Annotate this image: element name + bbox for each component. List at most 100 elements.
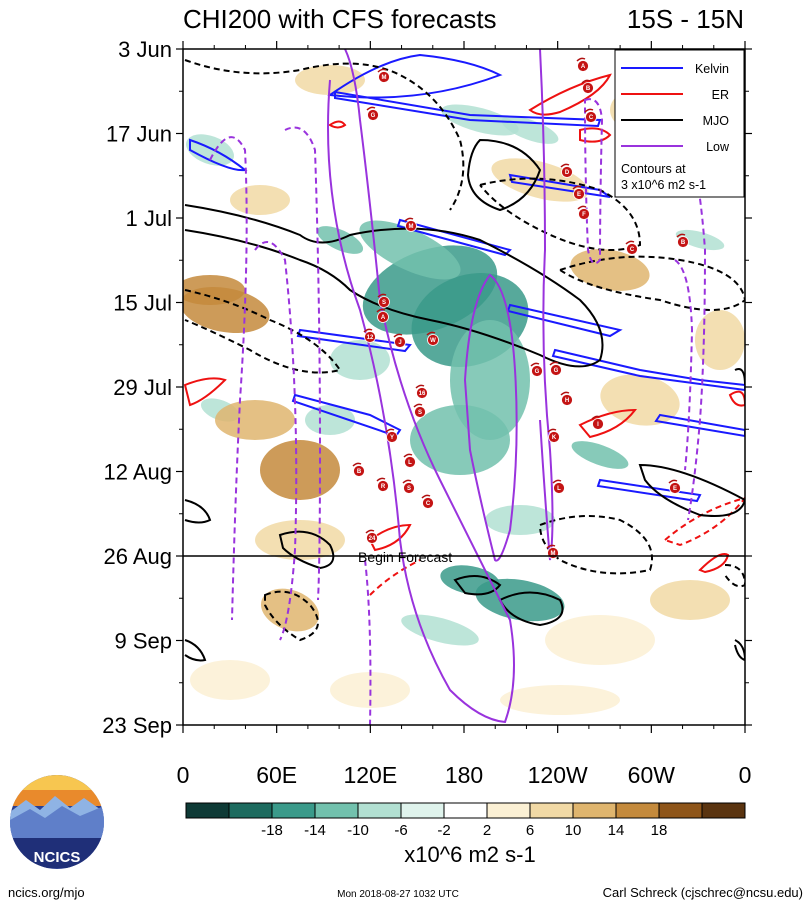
storm-marker: C <box>625 240 638 255</box>
storm-label: A <box>581 64 586 70</box>
y-tick-label: 23 Sep <box>102 713 172 738</box>
storm-marker: G <box>549 361 562 376</box>
storm-marker: L <box>403 453 416 468</box>
storm-label: L <box>408 460 412 466</box>
legend-label: MJO <box>703 114 730 128</box>
er-contour <box>579 127 612 143</box>
begin-forecast-label: Begin Forecast <box>358 549 452 565</box>
y-tick-label: 26 Aug <box>103 544 172 569</box>
colorbar-segment <box>271 802 316 819</box>
tropical-cyclone-markers: M A B G C D E F M C B S A 12 J W 16 S G G H Y L I K B R S C L E 24 M <box>352 57 689 559</box>
er-contour <box>183 377 227 407</box>
legend-note-line2: 3 x10^6 m2 s-1 <box>621 178 706 192</box>
storm-label: E <box>673 486 677 492</box>
anomaly-blob <box>215 400 295 440</box>
storm-label: W <box>430 338 436 344</box>
storm-marker: S <box>413 403 426 418</box>
colorbar-tick-label: 18 <box>651 822 668 839</box>
anomaly-blob <box>260 440 340 500</box>
low-frequency-contour <box>327 49 515 724</box>
colorbar-tick-label: -10 <box>347 822 369 839</box>
er-contour <box>528 73 612 116</box>
storm-label: F <box>582 212 586 218</box>
storm-label: I <box>597 422 599 428</box>
anomaly-blob <box>330 340 390 380</box>
x-tick-label: 60W <box>628 762 676 788</box>
storm-label: D <box>565 170 570 176</box>
colorbar-segment <box>357 802 402 819</box>
storm-marker: Y <box>385 428 398 443</box>
storm-label: M <box>382 75 387 81</box>
storm-marker: L <box>552 479 565 494</box>
anomaly-blob <box>255 520 345 560</box>
colorbar-tick-label: 2 <box>483 822 491 839</box>
colorbar-tick-label: -2 <box>437 822 450 839</box>
mjo-contour <box>466 138 542 212</box>
storm-label: G <box>371 113 376 119</box>
y-tick-label: 17 Jun <box>106 122 172 147</box>
anomaly-blob <box>410 405 510 475</box>
er-forecast-contour <box>369 559 421 596</box>
x-tick-label: 0 <box>177 762 190 788</box>
chart-subtitle: 15S - 15N <box>627 4 744 34</box>
storm-marker: A <box>376 308 389 323</box>
mjo-contour <box>184 204 604 368</box>
storm-marker: B <box>676 233 689 248</box>
mjo-forecast-contour <box>724 564 745 588</box>
anomaly-blob <box>500 685 620 715</box>
storm-label: S <box>382 300 386 306</box>
storm-label: B <box>357 469 362 475</box>
kelvin-contour <box>551 348 745 392</box>
colorbar-segment <box>228 802 273 819</box>
kelvin-contour <box>291 393 402 438</box>
y-tick-label: 15 Jul <box>113 291 172 316</box>
storm-marker: F <box>577 205 590 220</box>
storm-label: A <box>381 315 386 321</box>
anomaly-blob <box>571 441 629 469</box>
er-contour <box>328 120 347 129</box>
footer-credit: Carl Schreck (cjschrec@ncsu.edu) <box>603 885 803 900</box>
anomaly-blob <box>675 229 725 251</box>
low-frequency-forecast-contour <box>254 241 298 641</box>
anomaly-blob <box>183 275 245 305</box>
colorbar-segment <box>443 802 488 819</box>
anomaly-blob <box>545 615 655 665</box>
storm-label: R <box>381 484 386 490</box>
storm-label: C <box>426 501 431 507</box>
low-frequency-forecast-contour <box>209 136 248 621</box>
storm-label: K <box>552 435 557 441</box>
storm-marker: B <box>352 462 365 477</box>
storm-marker: G <box>366 106 379 121</box>
storm-label: G <box>554 368 559 374</box>
storm-label: G <box>535 369 540 375</box>
colorbar-segment <box>529 802 574 819</box>
storm-marker: R <box>376 477 389 492</box>
low-frequency-contour <box>463 273 518 562</box>
y-tick-label: 9 Sep <box>115 629 173 654</box>
storm-label: S <box>418 410 422 416</box>
mjo-forecast-contour <box>479 177 642 251</box>
storm-label: S <box>407 486 411 492</box>
colorbar-segment <box>701 802 746 819</box>
storm-marker: C <box>421 494 434 509</box>
colorbar-tick-label: -14 <box>304 822 326 839</box>
colorbar: -18 -14 -10 -6 -2 2 6 10 14 18 <box>185 802 746 839</box>
storm-marker: J <box>393 333 406 348</box>
storm-label: Y <box>390 435 394 441</box>
storm-label: M <box>551 551 556 557</box>
mjo-contour <box>184 499 212 524</box>
x-tick-label: 120E <box>343 762 397 788</box>
low-frequency-forecast-contour <box>674 259 694 471</box>
storm-label: L <box>557 486 561 492</box>
kelvin-contour <box>396 218 512 257</box>
anomaly-blob <box>650 580 730 620</box>
storm-marker: D <box>560 163 573 178</box>
storm-label: C <box>630 247 635 253</box>
mjo-forecast-contour <box>184 59 465 211</box>
legend-note-line1: Contours at <box>621 162 686 176</box>
anomaly-blob <box>230 185 290 215</box>
kelvin-contour <box>506 303 623 338</box>
anomaly-blob <box>600 374 680 426</box>
anomaly-blob <box>695 310 745 370</box>
storm-label: 12 <box>367 335 374 341</box>
